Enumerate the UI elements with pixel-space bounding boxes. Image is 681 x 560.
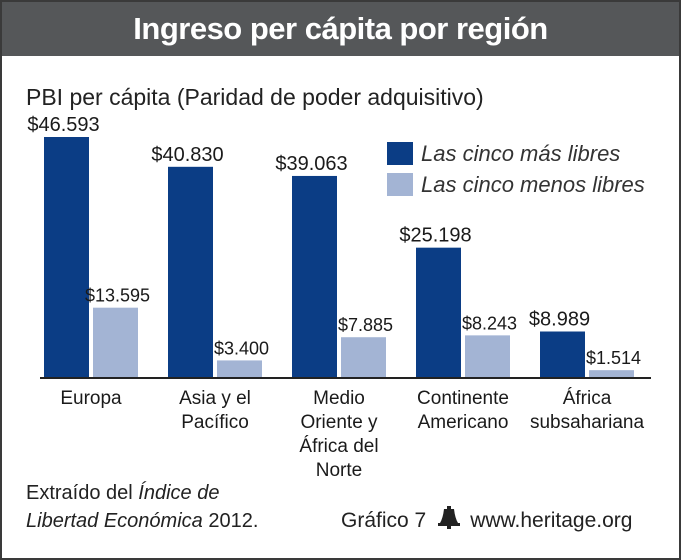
legend-label-free: Las cinco más libres <box>421 140 621 166</box>
legend-label-unfree: Las cinco menos libres <box>421 171 645 197</box>
bar-unfree-4 <box>589 370 634 378</box>
category-label-1-0: Asia y el <box>179 388 251 409</box>
source-prefix: Extraído del <box>26 482 139 504</box>
data-label-free-1: $40.830 <box>151 144 223 166</box>
legend-item-free: Las cinco más libres <box>387 138 645 169</box>
category-label-0-0: Europa <box>60 388 122 409</box>
legend-swatch-free <box>387 142 413 165</box>
legend: Las cinco más libres Las cinco menos lib… <box>387 138 645 200</box>
data-label-free-2: $39.063 <box>275 153 347 175</box>
data-label-free-4: $8.989 <box>529 309 590 331</box>
chart-title: Ingreso per cápita por región <box>2 2 679 56</box>
source-title-line2: Libertad Económica <box>26 510 203 532</box>
bar-free-4 <box>540 331 585 378</box>
source-suffix: 2012. <box>202 510 259 532</box>
chart-subtitle: PBI per cápita (Paridad de poder adquisi… <box>26 84 484 110</box>
bar-unfree-0 <box>93 307 138 378</box>
category-label-3-1: Americano <box>418 412 509 433</box>
bar-free-3 <box>416 247 461 378</box>
data-label-unfree-4: $1.514 <box>586 348 641 368</box>
source-title-line1: Índice de <box>138 482 220 504</box>
category-label-2-0: Medio <box>313 388 365 409</box>
bar-free-2 <box>292 175 337 378</box>
chart-number: Gráfico 7 <box>341 509 427 532</box>
data-label-free-3: $25.198 <box>399 225 471 247</box>
category-label-2-1: Oriente y <box>300 412 378 433</box>
category-label-2-3: Norte <box>316 460 362 481</box>
website-link[interactable]: www.heritage.org <box>470 509 633 532</box>
legend-swatch-unfree <box>387 173 413 196</box>
category-label-1-1: Pacífico <box>181 412 249 433</box>
data-label-unfree-3: $8.243 <box>462 313 517 333</box>
bar-free-1 <box>168 166 213 378</box>
legend-item-unfree: Las cinco menos libres <box>387 169 645 200</box>
footer-right: Gráfico 7 www.heritage.org <box>341 506 632 536</box>
bar-unfree-2 <box>341 337 386 378</box>
data-label-unfree-2: $7.885 <box>338 315 393 335</box>
data-label-free-0: $46.593 <box>27 114 99 136</box>
category-label-3-0: Continente <box>417 388 509 409</box>
category-label-2-2: África del <box>299 436 378 457</box>
liberty-bell-icon <box>438 506 461 536</box>
category-label-4-1: subsahariana <box>530 412 645 433</box>
bar-free-0 <box>44 137 89 378</box>
data-label-unfree-0: $13.595 <box>85 286 150 306</box>
category-label-4-0: África <box>563 388 612 409</box>
bar-unfree-3 <box>465 335 510 378</box>
bar-unfree-1 <box>217 360 262 378</box>
data-label-unfree-1: $3.400 <box>214 338 269 358</box>
source-note: Extraído del Índice de Libertad Económic… <box>26 479 258 535</box>
